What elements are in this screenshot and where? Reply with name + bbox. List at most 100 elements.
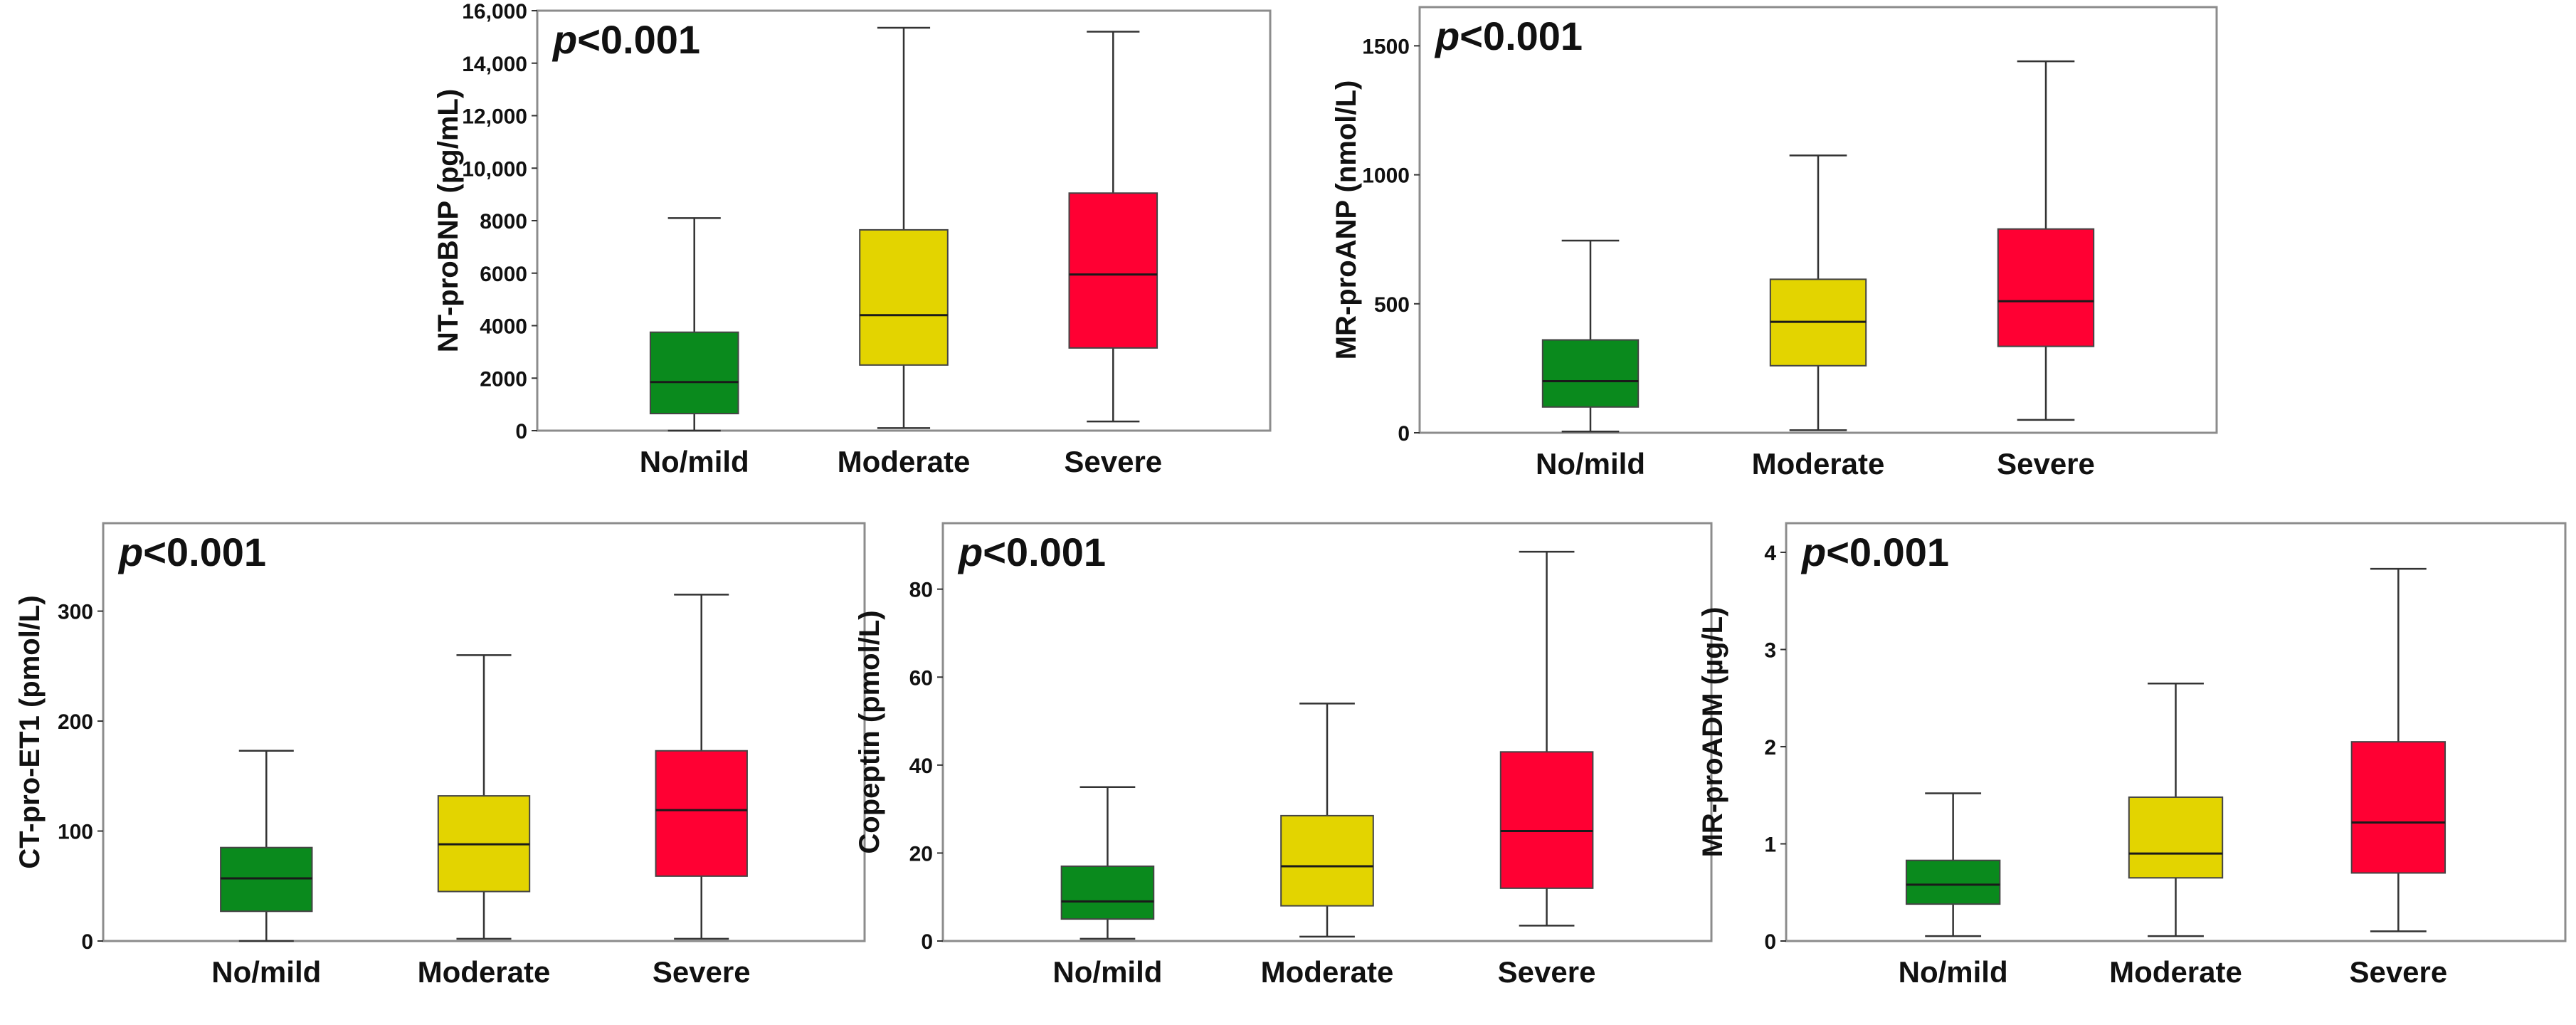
iqr-box <box>1068 192 1158 349</box>
y-tick-label: 0 <box>921 930 933 954</box>
p-value-annotation: p<0.001 <box>1434 14 1583 58</box>
plot-frame <box>1785 522 2567 942</box>
y-tick-label: 40 <box>909 755 933 778</box>
box-no-mild <box>649 217 739 432</box>
plot-frame <box>941 522 1713 942</box>
y-tick-label: 0 <box>81 930 93 954</box>
y-tick-label: 3 <box>1764 638 1776 662</box>
y-tick-label: 1 <box>1764 833 1776 856</box>
y-tick-label: 500 <box>1374 293 1410 317</box>
y-tick-label: 12,000 <box>462 105 527 129</box>
p-symbol: p <box>1800 530 1826 574</box>
p-symbol: p <box>551 17 577 62</box>
y-tick-label: 300 <box>58 601 93 624</box>
box-severe <box>2350 567 2446 932</box>
iqr-box <box>1905 859 2001 905</box>
plot-frame <box>102 522 866 942</box>
iqr-box <box>1541 339 1640 408</box>
p-value-annotation: p<0.001 <box>1800 530 1949 574</box>
iqr-box <box>2128 796 2224 879</box>
iqr-box <box>220 846 313 913</box>
x-category-label: Severe <box>2349 955 2447 989</box>
x-category-label: Moderate <box>1261 955 1394 989</box>
iqr-box <box>1060 865 1155 920</box>
box-severe <box>1499 550 1594 927</box>
p-threshold: <0.001 <box>143 530 266 574</box>
chart-panel-3: 0 100 200 300 CT-pro-ET1 (pmol/L) p<0.001 No/m… <box>14 522 866 989</box>
x-category-label: No/mild <box>640 445 749 478</box>
y-axis-label: NT-proBNP (pg/mL) <box>433 89 464 352</box>
y-tick-label: 0 <box>1764 930 1776 954</box>
y-tick-label: 1000 <box>1362 164 1410 188</box>
box-moderate <box>859 26 949 429</box>
box-no-mild <box>1060 786 1155 940</box>
iqr-box <box>649 331 739 415</box>
y-tick-label: 4 <box>1764 542 1776 565</box>
x-category-label: Moderate <box>2109 955 2242 989</box>
y-tick-label: 10,000 <box>462 157 527 181</box>
iqr-box <box>2350 741 2446 874</box>
box-no-mild <box>1541 239 1640 433</box>
y-tick-label: 100 <box>58 821 93 844</box>
box-no-mild <box>1905 792 2001 937</box>
y-tick-label: 4000 <box>480 315 527 339</box>
box-moderate <box>2128 682 2224 937</box>
box-moderate <box>437 654 531 940</box>
box-no-mild <box>220 750 313 942</box>
box-severe <box>1068 31 1158 423</box>
box-moderate <box>1280 703 1374 938</box>
y-tick-label: 80 <box>909 579 933 602</box>
x-category-label: No/mild <box>1899 955 2008 989</box>
p-symbol: p <box>1434 14 1459 58</box>
chart-panel-4: 0 20 40 60 80 Copeptin (pmol/L) p<0.001 No/mild… <box>854 522 1713 989</box>
y-axis-label: MR-proANP (nmol/L) <box>1331 80 1362 360</box>
p-symbol: p <box>957 530 983 574</box>
y-tick-label: 0 <box>515 420 527 443</box>
iqr-box <box>655 750 748 877</box>
iqr-box <box>1499 751 1594 889</box>
chart-panel-5: 0 1 2 3 4 MR-proADM (µg/L) p<0.001 No/mild Moder… <box>1697 522 2567 989</box>
y-tick-label: 6000 <box>480 263 527 286</box>
y-axis-label: MR-proADM (µg/L) <box>1697 607 1728 858</box>
plot-frame <box>1418 6 2218 434</box>
x-category-label: Severe <box>1064 445 1162 478</box>
x-category-label: Moderate <box>838 445 971 478</box>
y-tick-label: 200 <box>58 710 93 734</box>
box-severe <box>1997 60 2095 421</box>
p-value-annotation: p<0.001 <box>551 17 700 62</box>
x-category-label: No/mild <box>1536 447 1645 480</box>
y-tick-label: 8000 <box>480 210 527 233</box>
box-moderate <box>1769 154 1867 431</box>
x-category-label: Moderate <box>1752 447 1885 480</box>
x-category-label: Severe <box>1997 447 2095 480</box>
p-threshold: <0.001 <box>1826 530 1949 574</box>
p-threshold: <0.001 <box>577 17 700 62</box>
p-threshold: <0.001 <box>983 530 1106 574</box>
box-severe <box>655 594 748 940</box>
y-tick-label: 2000 <box>480 367 527 391</box>
x-category-label: Moderate <box>418 955 551 989</box>
y-axis-label: CT-pro-ET1 (pmol/L) <box>14 595 46 868</box>
p-value-annotation: p<0.001 <box>117 530 266 574</box>
y-tick-label: 20 <box>909 842 933 866</box>
x-category-label: No/mild <box>1052 955 1162 989</box>
iqr-box <box>1280 814 1374 907</box>
y-tick-label: 0 <box>1398 422 1410 446</box>
iqr-box <box>1997 228 2095 347</box>
y-tick-label: 2 <box>1764 736 1776 759</box>
x-category-label: Severe <box>653 955 751 989</box>
p-threshold: <0.001 <box>1459 14 1583 58</box>
x-category-label: Severe <box>1498 955 1596 989</box>
y-tick-label: 16,000 <box>462 0 527 23</box>
chart-panel-1: 0 2000 4000 6000 8000 10,000 12,000 14,000 16,00… <box>433 0 1272 478</box>
y-tick-label: 14,000 <box>462 53 527 76</box>
p-value-annotation: p<0.001 <box>957 530 1106 574</box>
p-symbol: p <box>117 530 143 574</box>
x-category-label: No/mild <box>211 955 321 989</box>
y-tick-label: 1500 <box>1362 35 1410 58</box>
y-axis-label: Copeptin (pmol/L) <box>854 610 885 853</box>
iqr-box <box>859 228 949 366</box>
